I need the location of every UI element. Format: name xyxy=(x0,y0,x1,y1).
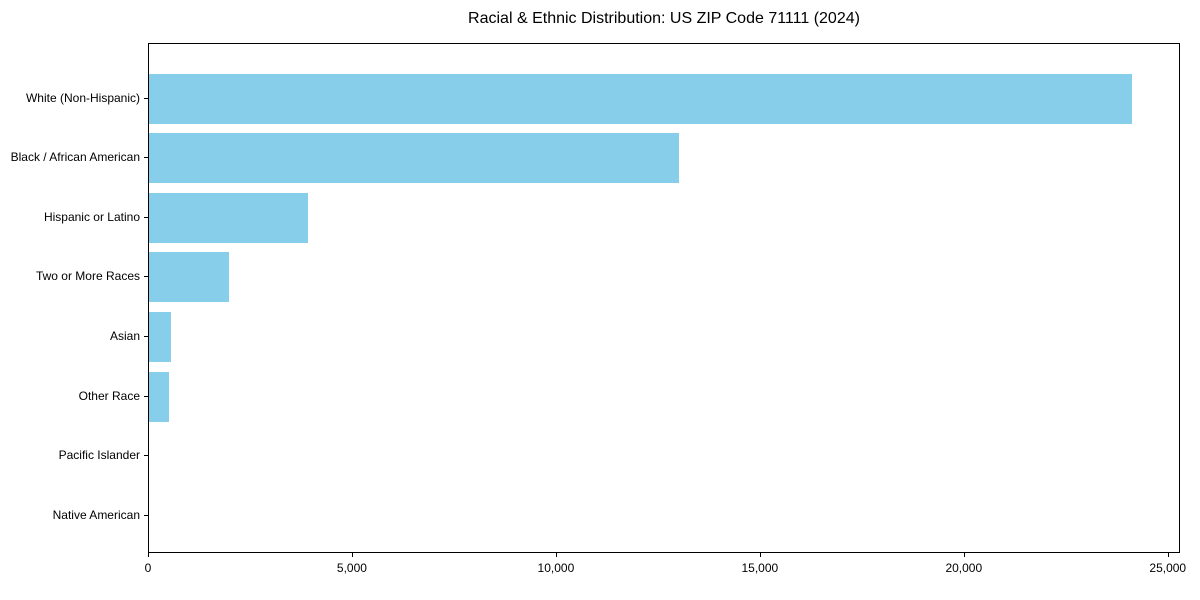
y-tick-mark xyxy=(144,216,148,218)
category-label: Black / African American xyxy=(10,150,140,165)
bar xyxy=(149,311,172,362)
x-tick-mark xyxy=(963,553,965,557)
category-label: Asian xyxy=(109,328,140,343)
x-tick-mark xyxy=(148,553,149,557)
y-tick-mark xyxy=(144,395,148,397)
x-tick-label: 10,000 xyxy=(537,561,575,575)
bar xyxy=(149,252,229,303)
x-tick-mark xyxy=(1167,553,1169,557)
category-label: Pacific Islander xyxy=(58,448,140,463)
x-tick-label: 25,000 xyxy=(1149,561,1187,575)
plot-area xyxy=(148,43,1180,553)
category-label: Other Race xyxy=(78,388,140,403)
y-tick-mark xyxy=(144,514,148,516)
y-tick-mark xyxy=(144,157,148,159)
x-tick-label: 20,000 xyxy=(945,561,983,575)
y-tick-mark xyxy=(144,97,148,99)
y-tick-mark xyxy=(144,276,148,278)
y-tick-mark xyxy=(144,335,148,337)
category-label: Hispanic or Latino xyxy=(43,209,140,224)
bar xyxy=(149,133,680,184)
x-tick-mark xyxy=(555,553,557,557)
x-tick-mark xyxy=(759,553,761,557)
x-tick-label: 15,000 xyxy=(741,561,779,575)
category-label: White (Non-Hispanic) xyxy=(25,90,140,105)
chart-title: Racial & Ethnic Distribution: US ZIP Cod… xyxy=(468,10,860,27)
bar xyxy=(149,371,169,422)
bar xyxy=(149,73,1133,124)
x-tick-label: 5,000 xyxy=(336,561,367,575)
bar xyxy=(149,192,309,243)
x-tick-label: 0 xyxy=(144,561,152,575)
category-label: Two or More Races xyxy=(35,269,140,284)
x-tick-mark xyxy=(351,553,353,557)
y-tick-mark xyxy=(144,455,148,457)
category-label: Native American xyxy=(52,507,140,522)
